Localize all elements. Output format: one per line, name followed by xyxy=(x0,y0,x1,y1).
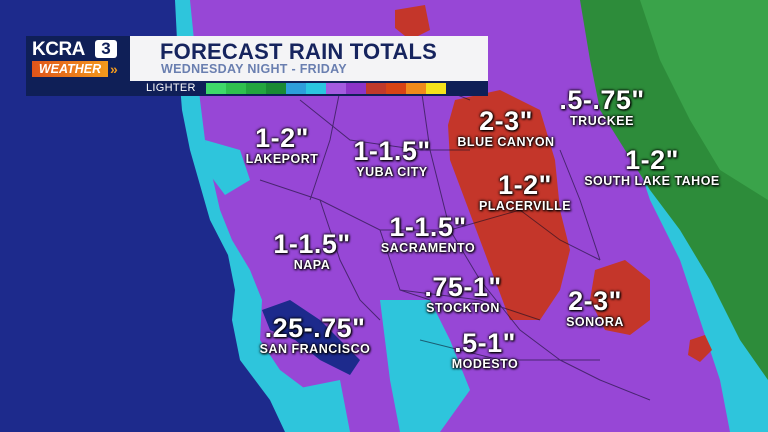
legend-label: LIGHTER xyxy=(146,82,196,94)
page-subtitle: WEDNESDAY NIGHT - FRIDAY xyxy=(161,62,347,76)
legend-swatch xyxy=(206,83,226,94)
rain-amount: 1-1.5" xyxy=(353,136,431,166)
rain-amount: 1-1.5" xyxy=(273,229,351,259)
legend-swatch xyxy=(346,83,366,94)
rain-amount: 2-3" xyxy=(479,106,533,136)
legend-swatch xyxy=(366,83,386,94)
legend-swatches xyxy=(206,83,446,94)
city-name: SAN FRANCISCO xyxy=(259,342,371,356)
city-name: SONORA xyxy=(566,315,624,329)
station-logo: KCRA 3 WEATHER » xyxy=(26,36,130,81)
page-title: FORECAST RAIN TOTALS xyxy=(160,39,437,64)
city-name: STOCKTON xyxy=(426,301,500,315)
forecast-label-yuba-city: 1-1.5" YUBA CITY xyxy=(344,137,440,179)
legend-swatch xyxy=(226,83,246,94)
intensity-legend: LIGHTER xyxy=(26,81,488,96)
heavy-rain-sonora xyxy=(590,260,650,335)
moderate-rain-area xyxy=(190,0,730,432)
forecast-label-blue-canyon: 2-3" BLUE CANYON xyxy=(453,107,559,149)
chevron-right-icon: » xyxy=(110,61,118,77)
forecast-label-stockton: .75-1" STOCKTON xyxy=(417,273,509,315)
legend-swatch xyxy=(246,83,266,94)
city-name: YUBA CITY xyxy=(356,165,428,179)
legend-swatch xyxy=(306,83,326,94)
channel-number: 3 xyxy=(95,40,117,58)
city-name: BLUE CANYON xyxy=(457,135,555,149)
light-rain-patch xyxy=(380,300,470,432)
rain-amount: 1-1.5" xyxy=(389,212,467,242)
rain-amount: .5-.75" xyxy=(559,85,645,115)
forecast-label-lakeport: 1-2" LAKEPORT xyxy=(240,124,324,166)
city-name: SOUTH LAKE TAHOE xyxy=(584,174,720,188)
rain-amount: 1-2" xyxy=(498,170,552,200)
light-rain-patch xyxy=(205,140,250,195)
city-name: SACRAMENTO xyxy=(380,241,476,255)
forecast-label-south-lake-tahoe: 1-2" SOUTH LAKE TAHOE xyxy=(575,146,729,188)
legend-swatch xyxy=(386,83,406,94)
forecast-label-truckee: .5-.75" TRUCKEE xyxy=(552,86,652,128)
rain-amount: 1-2" xyxy=(625,145,679,175)
forecast-label-sonora: 2-3" SONORA xyxy=(550,287,640,329)
forecast-label-modesto: .5-1" MODESTO xyxy=(440,329,530,371)
legend-swatch xyxy=(286,83,306,94)
rain-amount: .75-1" xyxy=(424,272,502,302)
title-panel: FORECAST RAIN TOTALS WEDNESDAY NIGHT - F… xyxy=(130,36,488,81)
city-name: TRUCKEE xyxy=(570,114,634,128)
city-name: PLACERVILLE xyxy=(478,199,572,213)
legend-swatch xyxy=(326,83,346,94)
station-call-letters: KCRA xyxy=(32,39,85,60)
light-rain-patch xyxy=(290,380,350,432)
bay-water xyxy=(262,300,360,375)
weather-segment-label: WEATHER xyxy=(32,61,108,77)
legend-swatch xyxy=(266,83,286,94)
forecast-label-san-francisco: .25-.75" SAN FRANCISCO xyxy=(250,314,380,356)
header-graphic: KCRA 3 WEATHER » FORECAST RAIN TOTALS WE… xyxy=(26,36,488,96)
rain-amount: 1-2" xyxy=(255,123,309,153)
heavy-rain-east xyxy=(688,335,712,362)
heavy-rain-sierra xyxy=(448,90,570,320)
heavy-rain-north xyxy=(395,5,430,40)
rain-amount: 2-3" xyxy=(568,286,622,316)
forecast-label-napa: 1-1.5" NAPA xyxy=(262,230,362,272)
city-name: NAPA xyxy=(293,258,331,272)
legend-swatch xyxy=(426,83,446,94)
forecast-label-sacramento: 1-1.5" SACRAMENTO xyxy=(372,213,484,255)
legend-swatch xyxy=(406,83,426,94)
sierra-green-light xyxy=(640,0,768,200)
city-name: LAKEPORT xyxy=(245,152,319,166)
rain-amount: .5-1" xyxy=(454,328,516,358)
city-name: MODESTO xyxy=(451,357,519,371)
rain-amount: .25-.75" xyxy=(264,313,366,343)
forecast-label-placerville: 1-2" PLACERVILLE xyxy=(473,171,577,213)
